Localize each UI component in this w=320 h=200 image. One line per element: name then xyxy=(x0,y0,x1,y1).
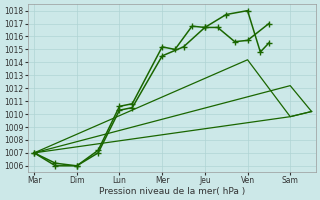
X-axis label: Pression niveau de la mer( hPa ): Pression niveau de la mer( hPa ) xyxy=(99,187,245,196)
